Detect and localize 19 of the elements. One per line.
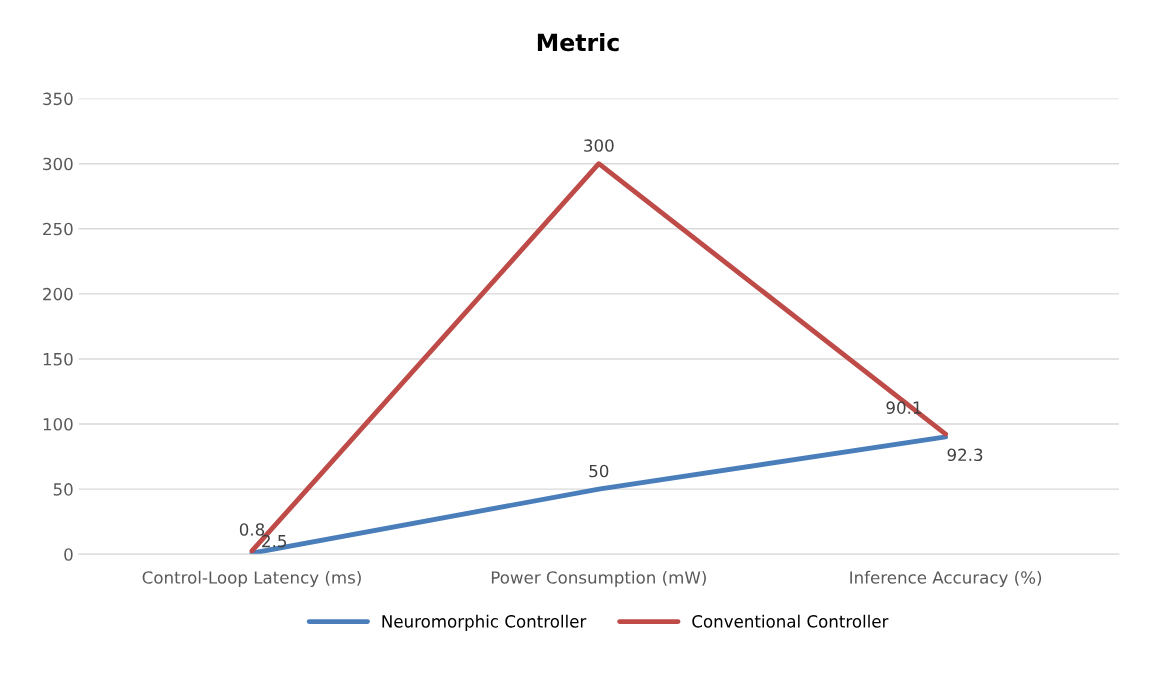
y-tick-label: 50	[53, 483, 73, 496]
data-label: 0.8	[239, 523, 265, 536]
y-tick-label: 250	[43, 222, 73, 236]
y-tick-label: 0	[64, 548, 73, 561]
y-tick-label: 300	[43, 157, 73, 171]
legend-label: Conventional Controller	[692, 614, 889, 628]
y-tick-label: 100	[43, 417, 73, 431]
x-tick-label: Power Consumption (mW)	[491, 570, 706, 587]
data-label: 92.3	[947, 448, 983, 462]
chart-title: Metric	[537, 33, 619, 52]
data-label: 2.5	[262, 534, 287, 548]
data-label: 300	[584, 139, 614, 152]
data-label: 50	[589, 464, 609, 478]
x-tick-label: Control-Loop Latency (ms)	[142, 570, 361, 587]
legend-label: Neuromorphic Controller	[382, 614, 587, 631]
y-tick-label: 200	[43, 287, 73, 301]
x-tick-label: Inference Accuracy (%)	[850, 570, 1042, 587]
y-tick-label: 350	[43, 92, 73, 106]
y-tick-label: 150	[43, 352, 73, 366]
